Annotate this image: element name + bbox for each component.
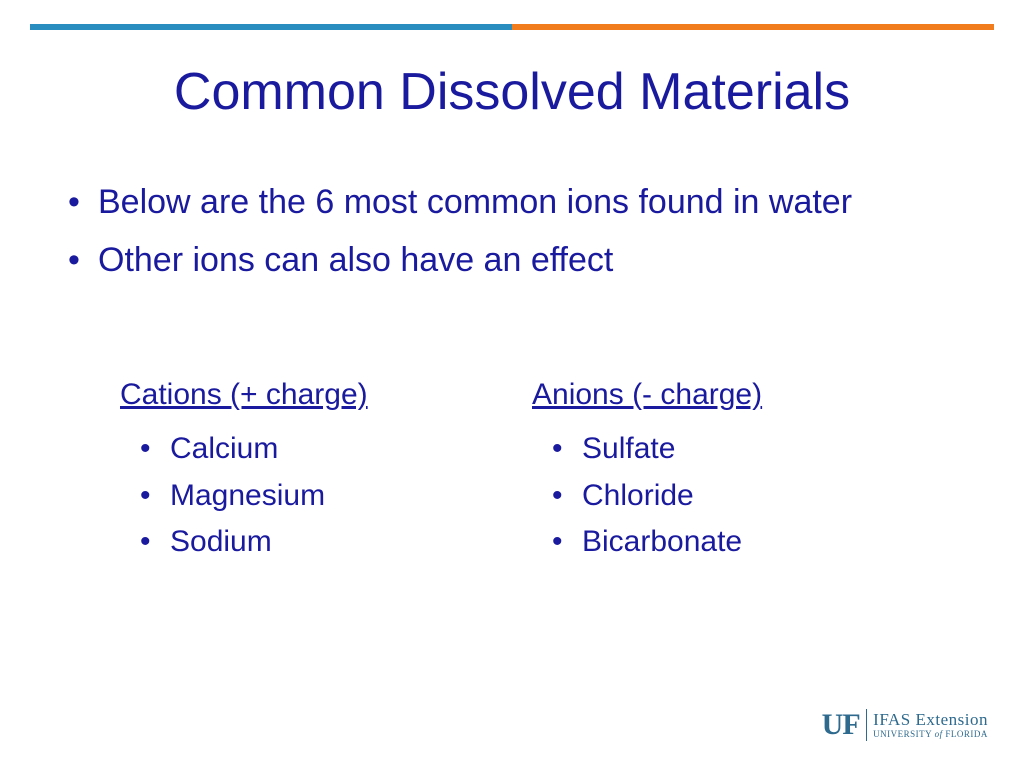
university-text: UNIVERSITY of FLORIDA bbox=[873, 730, 988, 739]
ifas-extension-text: IFAS Extension bbox=[873, 711, 988, 728]
top-bar-left bbox=[30, 24, 512, 30]
footer-logo: UF IFAS Extension UNIVERSITY of FLORIDA bbox=[822, 708, 988, 742]
cation-item: Magnesium bbox=[140, 473, 532, 520]
logo-divider bbox=[866, 709, 868, 741]
cations-header: Cations (+ charge) bbox=[120, 378, 532, 412]
uf-logo-mark: UF bbox=[822, 708, 860, 742]
anions-header: Anions (- charge) bbox=[532, 378, 944, 412]
top-accent-bar bbox=[30, 24, 994, 30]
slide-title: Common Dissolved Materials bbox=[0, 62, 1024, 122]
main-bullet-item: Below are the 6 most common ions found i… bbox=[62, 180, 962, 226]
cation-item: Sodium bbox=[140, 519, 532, 566]
anion-item: Sulfate bbox=[552, 426, 944, 473]
cations-list: Calcium Magnesium Sodium bbox=[120, 426, 532, 566]
anions-list: Sulfate Chloride Bicarbonate bbox=[532, 426, 944, 566]
main-bullet-list: Below are the 6 most common ions found i… bbox=[62, 180, 962, 296]
logo-text-block: IFAS Extension UNIVERSITY of FLORIDA bbox=[873, 711, 988, 739]
top-bar-right bbox=[512, 24, 994, 30]
anion-item: Chloride bbox=[552, 473, 944, 520]
main-bullet-item: Other ions can also have an effect bbox=[62, 238, 962, 284]
cation-item: Calcium bbox=[140, 426, 532, 473]
cations-column: Cations (+ charge) Calcium Magnesium Sod… bbox=[120, 378, 532, 566]
anions-column: Anions (- charge) Sulfate Chloride Bicar… bbox=[532, 378, 944, 566]
anion-item: Bicarbonate bbox=[552, 519, 944, 566]
ion-columns: Cations (+ charge) Calcium Magnesium Sod… bbox=[120, 378, 944, 566]
